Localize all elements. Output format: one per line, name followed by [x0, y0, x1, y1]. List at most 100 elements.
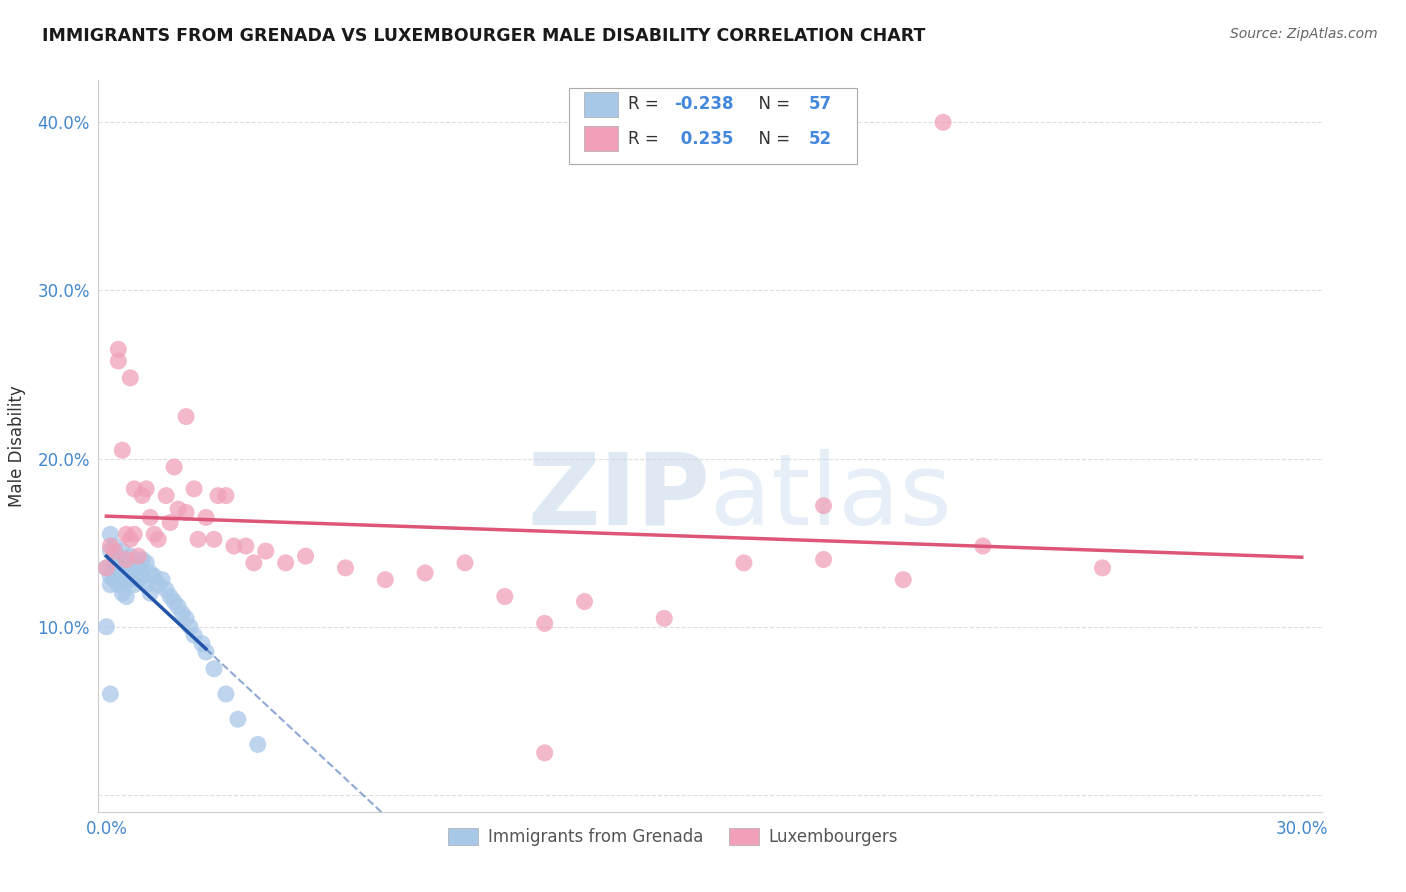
Point	[100, 539, 122, 553]
Point	[652, 611, 675, 625]
Point	[120, 559, 142, 574]
Point	[150, 573, 173, 587]
Text: 0.235: 0.235	[675, 130, 733, 148]
Text: Source: ZipAtlas.com: Source: ZipAtlas.com	[1230, 27, 1378, 41]
Point	[207, 489, 229, 503]
Point	[174, 611, 197, 625]
Point	[124, 578, 146, 592]
Point	[107, 559, 129, 574]
Point	[111, 556, 134, 570]
Point	[124, 556, 146, 570]
Point	[813, 499, 835, 513]
Point	[103, 544, 125, 558]
Point	[107, 569, 129, 583]
Point	[127, 573, 149, 587]
FancyBboxPatch shape	[569, 87, 856, 164]
Text: 52: 52	[808, 130, 832, 148]
Point	[172, 607, 194, 621]
Point	[103, 564, 125, 578]
Text: -0.238: -0.238	[675, 95, 734, 113]
Point	[533, 746, 555, 760]
Point	[148, 533, 170, 547]
Point	[167, 502, 190, 516]
Point	[335, 561, 357, 575]
Point	[195, 645, 218, 659]
Point	[454, 556, 477, 570]
Point	[96, 561, 118, 575]
Point	[115, 556, 138, 570]
Point	[127, 549, 149, 563]
Text: N =: N =	[748, 130, 796, 148]
Bar	[583, 127, 619, 152]
Text: IMMIGRANTS FROM GRENADA VS LUXEMBOURGER MALE DISABILITY CORRELATION CHART: IMMIGRANTS FROM GRENADA VS LUXEMBOURGER …	[42, 27, 925, 45]
Point	[159, 590, 181, 604]
Point	[294, 549, 316, 563]
Point	[972, 539, 994, 553]
Point	[111, 544, 134, 558]
Point	[103, 558, 125, 572]
Point	[135, 482, 157, 496]
Point	[374, 573, 396, 587]
Point	[215, 687, 238, 701]
Point	[135, 556, 157, 570]
Point	[139, 586, 162, 600]
Point	[215, 489, 238, 503]
Point	[135, 578, 157, 592]
Point	[103, 539, 125, 553]
Point	[124, 482, 146, 496]
Point	[148, 578, 170, 592]
Point	[107, 343, 129, 357]
Point	[111, 566, 134, 580]
Point	[131, 569, 153, 583]
Point	[131, 489, 153, 503]
Point	[891, 573, 914, 587]
Point	[120, 533, 142, 547]
Point	[120, 549, 142, 563]
Point	[222, 539, 245, 553]
Point	[226, 712, 249, 726]
Point	[254, 544, 277, 558]
Point	[187, 533, 209, 547]
Text: N =: N =	[748, 95, 796, 113]
Point	[163, 594, 186, 608]
Point	[100, 687, 122, 701]
Point	[733, 556, 755, 570]
Point	[100, 569, 122, 583]
Point	[96, 561, 118, 575]
Point	[139, 510, 162, 524]
Point	[195, 510, 218, 524]
Point	[143, 527, 166, 541]
Point	[115, 527, 138, 541]
Legend: Immigrants from Grenada, Luxembourgers: Immigrants from Grenada, Luxembourgers	[440, 820, 907, 855]
Point	[127, 559, 149, 574]
Point	[107, 354, 129, 368]
Point	[115, 552, 138, 566]
Point	[274, 556, 297, 570]
Point	[813, 552, 835, 566]
Point	[191, 636, 214, 650]
Point	[179, 620, 201, 634]
Point	[1091, 561, 1114, 575]
Point	[107, 578, 129, 592]
Point	[202, 533, 225, 547]
Point	[159, 516, 181, 530]
Y-axis label: Male Disability: Male Disability	[8, 385, 27, 507]
Point	[163, 460, 186, 475]
Point	[103, 573, 125, 587]
Point	[107, 549, 129, 563]
Point	[111, 586, 134, 600]
Point	[139, 566, 162, 580]
Point	[235, 539, 257, 553]
Text: R =: R =	[628, 95, 664, 113]
Point	[124, 564, 146, 578]
Point	[143, 569, 166, 583]
Point	[103, 552, 125, 566]
Point	[115, 590, 138, 604]
Point	[167, 599, 190, 614]
Point	[183, 482, 205, 496]
Point	[155, 582, 177, 597]
Text: 57: 57	[808, 95, 832, 113]
Point	[120, 573, 142, 587]
Bar	[583, 92, 619, 117]
Point	[120, 371, 142, 385]
